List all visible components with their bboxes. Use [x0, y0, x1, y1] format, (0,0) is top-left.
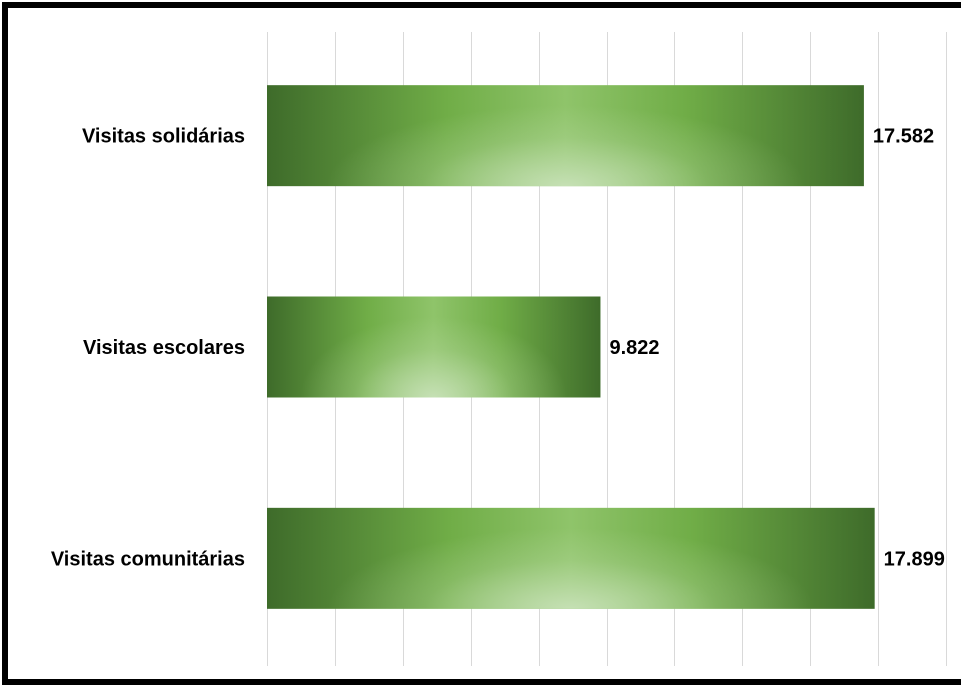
labels: Visitas solidárias 17.582 Visitas escolare… [51, 126, 945, 571]
category-label: Visitas escolares [83, 337, 245, 359]
bar-highlight [267, 296, 601, 398]
bar-highlight [267, 85, 864, 187]
bar-chart: Visitas solidárias 17.582 Visitas escolare… [51, 32, 947, 666]
value-label: 9.822 [609, 337, 659, 359]
value-label: 17.582 [873, 126, 934, 148]
category-label: Visitas solidárias [82, 126, 245, 148]
value-label: 17.899 [884, 548, 945, 570]
bar-highlight [267, 507, 875, 609]
category-label: Visitas comunitárias [51, 548, 245, 570]
bars [267, 85, 875, 609]
